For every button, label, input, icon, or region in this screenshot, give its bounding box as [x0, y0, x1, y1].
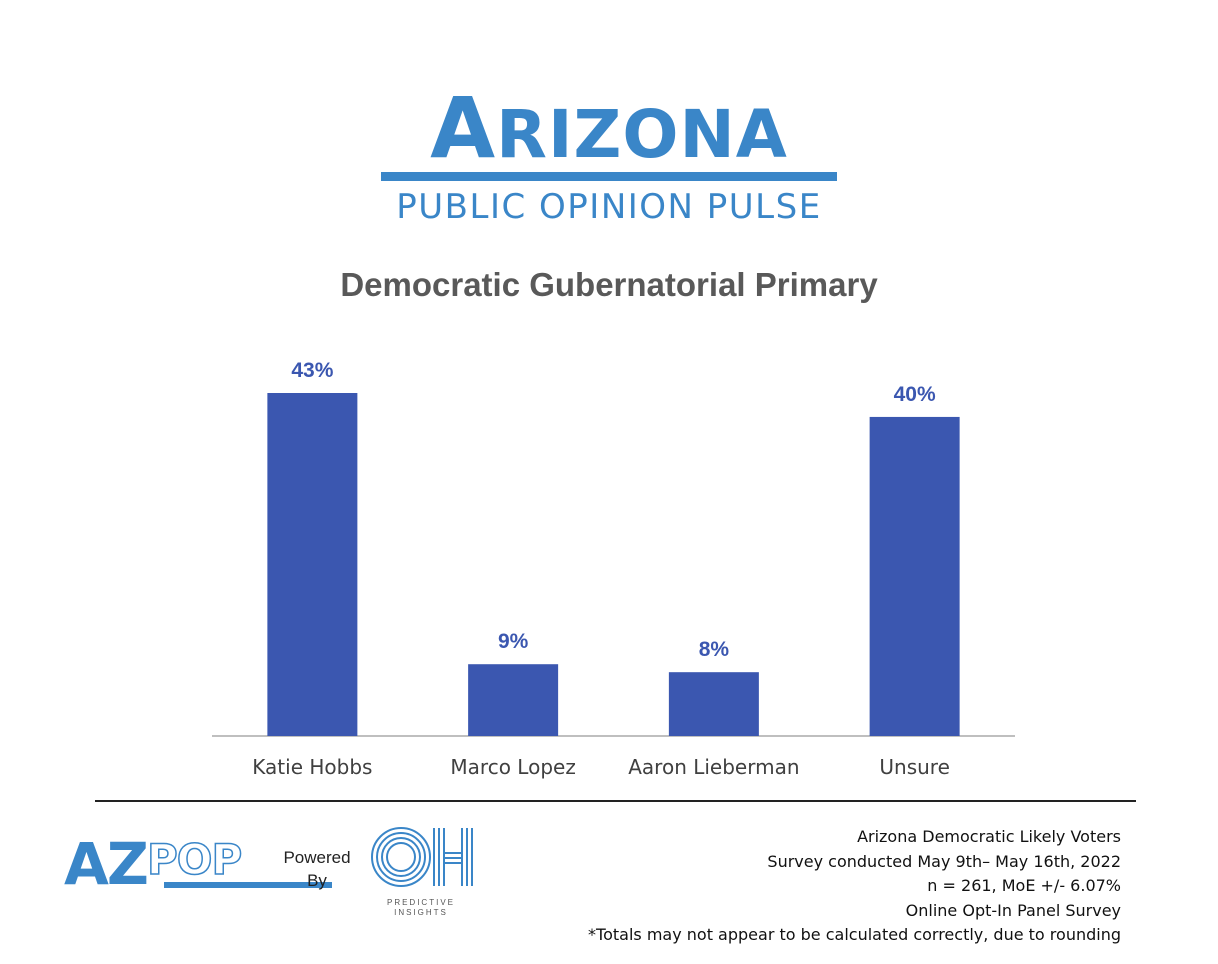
survey-note-sample: n = 261, MoE +/- 6.07%: [927, 876, 1121, 895]
azpop-logo-az: AZ: [64, 830, 149, 898]
data-label-0: 43%: [291, 359, 333, 382]
chart-title: Democratic Gubernatorial Primary: [340, 266, 878, 303]
predictive-caption-line2: INSIGHTS: [394, 908, 448, 917]
brand-title-rest: RIZONA: [496, 96, 788, 173]
bar-0: [267, 393, 358, 736]
predictive-insights-caption: PREDICTIVE INSIGHTS: [366, 898, 476, 918]
category-label-0: Katie Hobbs: [252, 755, 372, 779]
brand-title: ARIZONA: [430, 86, 788, 170]
data-label-2: 8%: [699, 638, 730, 661]
data-label-1: 9%: [498, 630, 529, 653]
survey-note-population: Arizona Democratic Likely Voters: [857, 827, 1121, 846]
brand-rule: [381, 172, 837, 181]
predictive-caption-line1: PREDICTIVE: [386, 898, 455, 907]
oh-predictive-insights-logo: [371, 827, 473, 887]
bar-2: [668, 672, 759, 736]
powered-by-label: Powered By: [280, 846, 354, 892]
brand-subtitle: PUBLIC OPINION PULSE: [396, 187, 822, 227]
bar-1: [468, 664, 559, 736]
powered-label-line1: Powered: [283, 848, 351, 867]
data-label-3: 40%: [894, 383, 936, 406]
azpop-logo: AZPOP: [64, 830, 332, 898]
survey-note-method: Online Opt-In Panel Survey: [905, 900, 1121, 920]
brand-title-initial: A: [430, 79, 497, 177]
bar-3: [869, 416, 960, 736]
survey-note-rounding: *Totals may not appear to be calculated …: [588, 925, 1121, 944]
category-label-3: Unsure: [879, 755, 950, 779]
survey-notes: Arizona Democratic Likely Voters Survey …: [588, 825, 1121, 948]
survey-note-dates: Survey conducted May 9th– May 16th, 2022: [767, 851, 1121, 871]
category-label-1: Marco Lopez: [450, 755, 575, 779]
powered-label-line2: By: [307, 871, 327, 890]
brand-logo: ARIZONA PUBLIC OPINION PULSE: [0, 86, 1218, 227]
bar-chart: 43% Katie Hobbs 9% Marco Lopez 8% Aaron Liebe…: [212, 359, 1015, 779]
azpop-logo-pop: POP: [146, 835, 243, 884]
category-label-2: Aaron Lieberman: [628, 755, 799, 779]
azpop-logo-bar: [164, 882, 332, 888]
footer-divider: [95, 800, 1136, 802]
